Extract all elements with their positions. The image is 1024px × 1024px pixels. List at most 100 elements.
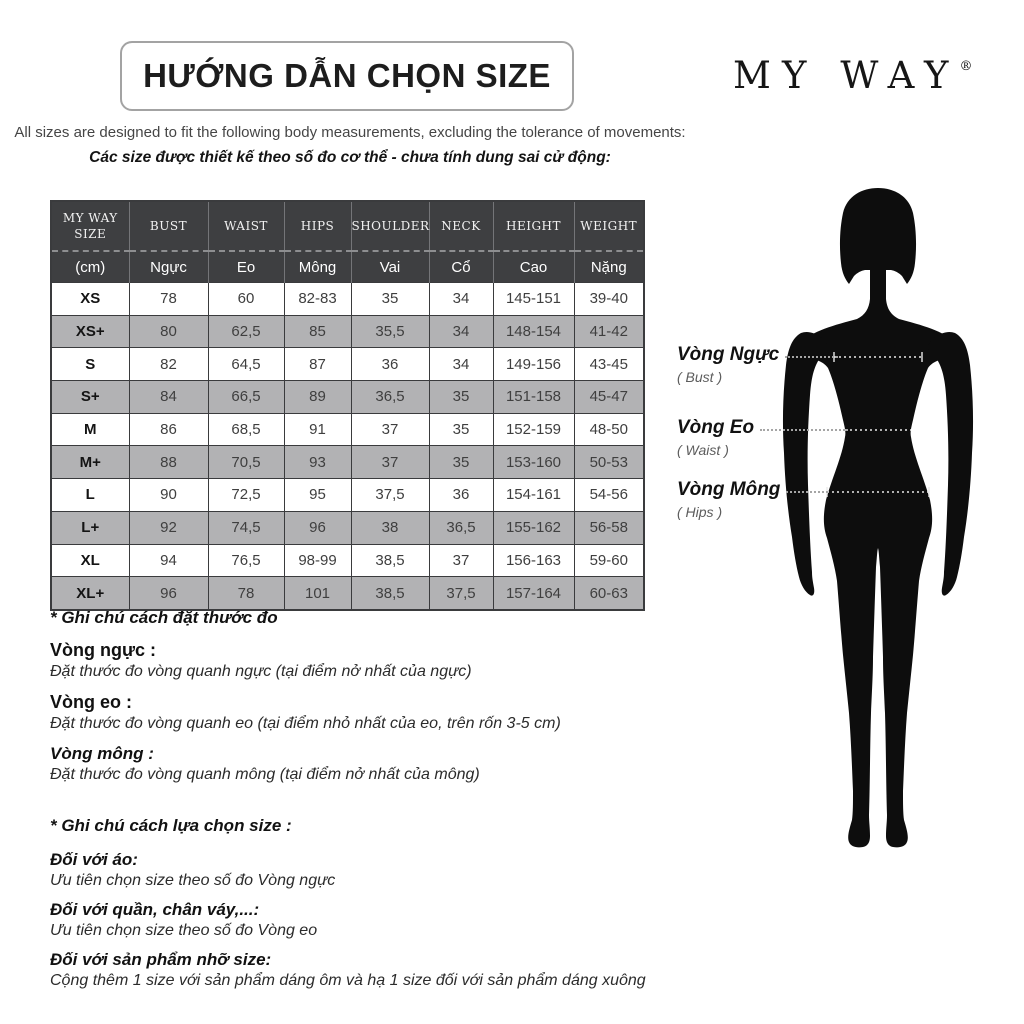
weight-value-cell: 39-40 (573, 282, 645, 316)
weight-value-cell: 60-63 (573, 576, 645, 611)
col-subheader-bust: Ngực (128, 250, 208, 283)
hips-sublabel: ( Hips ) (677, 504, 723, 520)
measurement-lines (827, 356, 929, 493)
shoulder-value-cell: 36,5 (350, 380, 430, 414)
neck-value-cell: 34 (428, 282, 494, 316)
bust-value-cell: 80 (128, 314, 209, 349)
weight-value-cell: 59-60 (573, 543, 645, 578)
size-table-header: MY WAY SIZE BUST WAIST HIPS SHOULDER NECK HEIG… (51, 201, 644, 283)
choose-note-item-3: Đối với sản phẩm nhỡ size: Cộng thêm 1 si… (50, 950, 700, 990)
col-subheader-size: (cm) (51, 250, 129, 283)
neck-value-cell: 35 (428, 380, 494, 414)
measure-note-label-1: Vòng ngực : (50, 640, 157, 660)
col-header-neck: NECK (428, 201, 493, 251)
bust-label-group: Vòng Ngực ( Bust ) (677, 344, 838, 385)
weight-value-cell: 45-47 (573, 380, 645, 414)
size-row-M+: M+ 88 70,5 93 37 35 153-160 50-53 (50, 445, 645, 480)
hips-value-cell: 101 (283, 576, 352, 611)
waist-value-cell: 78 (207, 576, 285, 611)
notes-choose-title: * Ghi chú cách lựa chọn size : (50, 816, 292, 835)
neck-value-cell: 37 (428, 543, 494, 578)
subtitle-vi: Các size được thiết kế theo số đo cơ thể… (89, 149, 611, 166)
size-row-XL+: XL+ 96 78 101 38,5 37,5 157-164 60-63 (50, 576, 645, 611)
choose-note-item-1: Đối với áo: Ưu tiên chọn size theo số đo … (50, 850, 700, 890)
bust-sublabel: ( Bust ) (677, 369, 723, 385)
col-header-size: MY WAY SIZE (51, 201, 129, 251)
page-title: HƯỚNG DẪN CHỌN SIZE (143, 57, 551, 94)
col-subheader-height: Cao (492, 250, 574, 283)
neck-value-cell: 37,5 (428, 576, 494, 611)
col-subheader-weight: Nặng (573, 250, 644, 283)
height-value-cell: 151-158 (492, 380, 575, 414)
waist-value-cell: 60 (207, 282, 285, 316)
hips-value-cell: 85 (283, 314, 352, 349)
waist-value-cell: 74,5 (207, 510, 285, 545)
measure-note-text-3: Đặt thước đo vòng quanh mông (tại điểm n… (50, 766, 480, 783)
col-header-height: HEIGHT (492, 201, 574, 251)
height-value-cell: 157-164 (492, 576, 575, 611)
shoulder-value-cell: 35,5 (350, 314, 430, 349)
choose-note-label-1: Đối với áo: (50, 850, 138, 869)
measure-note-label-2: Vòng eo : (50, 692, 132, 712)
notes-measure-items: Vòng ngực : Đặt thước đo vòng quanh ngực … (50, 640, 630, 784)
shoulder-value-cell: 37,5 (350, 478, 430, 512)
neck-value-cell: 34 (428, 347, 494, 382)
col-header-waist: WAIST (207, 201, 284, 251)
measure-note-text-1: Đặt thước đo vòng quanh ngực (tại điểm n… (50, 663, 472, 680)
bust-label: Vòng Ngực (677, 344, 780, 365)
size-name-cell: M+ (50, 445, 130, 480)
height-value-cell: 155-162 (492, 510, 575, 545)
weight-value-cell: 48-50 (573, 412, 645, 447)
hips-value-cell: 91 (283, 412, 352, 447)
shoulder-value-cell: 36 (350, 347, 430, 382)
size-name-cell: XL+ (50, 576, 130, 611)
size-name-cell: L+ (50, 510, 130, 545)
shoulder-value-cell: 38 (350, 510, 430, 545)
shoulder-value-cell: 38,5 (350, 543, 430, 578)
hips-value-cell: 89 (283, 380, 352, 414)
choose-note-item-2: Đối với quần, chân váy,...: Ưu tiên chọn … (50, 900, 700, 940)
notes-measure-title: * Ghi chú cách đặt thước đo (50, 608, 278, 627)
weight-value-cell: 56-58 (573, 510, 645, 545)
col-header-weight: WEIGHT (573, 201, 644, 251)
size-row-S: S 82 64,5 87 36 34 149-156 43-45 (50, 347, 645, 382)
size-row-L: L 90 72,5 95 37,5 36 154-161 54-56 (50, 478, 645, 512)
measure-note-label-3: Vòng mông : (50, 744, 154, 763)
waist-label-group: Vòng Eo ( Waist ) (677, 417, 848, 458)
neck-value-cell: 36 (428, 478, 494, 512)
waist-leader-line (760, 429, 848, 431)
size-name-cell: L (50, 478, 130, 512)
size-name-cell: S+ (50, 380, 130, 414)
col-header-shoulder: SHOULDER (350, 201, 429, 251)
size-row-M: M 86 68,5 91 37 35 152-159 48-50 (50, 412, 645, 447)
hips-value-cell: 98-99 (283, 543, 352, 578)
size-table: MY WAY SIZE BUST WAIST HIPS SHOULDER NECK HEIG… (50, 200, 645, 611)
weight-value-cell: 54-56 (573, 478, 645, 512)
size-name-cell: XS (50, 282, 130, 316)
neck-value-cell: 35 (428, 412, 494, 447)
brand-name: MY WAY (733, 54, 960, 97)
size-row-S+: S+ 84 66,5 89 36,5 35 151-158 45-47 (50, 380, 645, 414)
choose-note-label-2: Đối với quần, chân váy,...: (50, 900, 260, 919)
hips-value-cell: 93 (283, 445, 352, 480)
registered-mark-icon: ® (959, 59, 973, 74)
waist-value-cell: 70,5 (207, 445, 285, 480)
weight-value-cell: 41-42 (573, 314, 645, 349)
notes-measure-section: * Ghi chú cách đặt thước đo Vòng ngực : Đ… (50, 608, 630, 795)
choose-note-text-3: Cộng thêm 1 size với sản phẩm dáng ôm và… (50, 972, 646, 989)
title-box: HƯỚNG DẪN CHỌN SIZE (120, 41, 574, 111)
waist-label: Vòng Eo (677, 417, 755, 438)
bust-value-cell: 96 (128, 576, 209, 611)
height-value-cell: 152-159 (492, 412, 575, 447)
header-row: MY WAY SIZE BUST WAIST HIPS SHOULDER NECK HEIG… (51, 201, 644, 251)
bust-leader-line (785, 356, 838, 358)
weight-value-cell: 43-45 (573, 347, 645, 382)
height-value-cell: 145-151 (492, 282, 575, 316)
body-figure (778, 185, 978, 855)
height-value-cell: 149-156 (492, 347, 575, 382)
bust-value-cell: 82 (128, 347, 209, 382)
hips-label: Vòng Mông (677, 479, 781, 500)
neck-value-cell: 36,5 (428, 510, 494, 545)
notes-choose-section: * Ghi chú cách lựa chọn size : Đối với á… (50, 816, 700, 1000)
